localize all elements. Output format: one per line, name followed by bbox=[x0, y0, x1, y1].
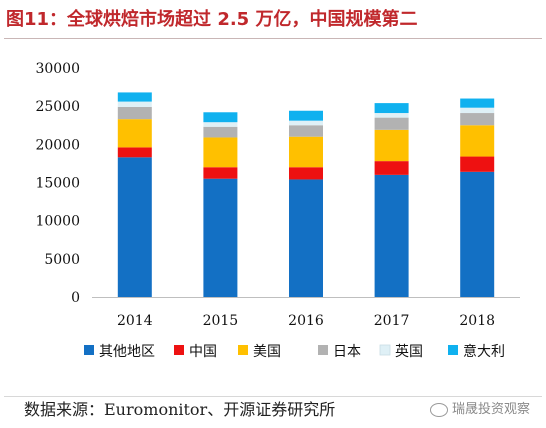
legend-label: 日本 bbox=[333, 344, 361, 360]
legend-swatch bbox=[448, 345, 458, 355]
bar-segment-中国-2015 bbox=[203, 167, 238, 179]
bar-segment-日本-2017 bbox=[374, 117, 409, 130]
y-tick-label: 0 bbox=[71, 290, 80, 306]
bar-segment-中国-2018 bbox=[460, 156, 495, 172]
bar-segment-英国-2015 bbox=[203, 122, 238, 127]
y-tick-label: 10000 bbox=[35, 214, 80, 230]
bar-segment-其他地区-2015 bbox=[203, 178, 238, 297]
bar-segment-其他地区-2016 bbox=[289, 179, 323, 297]
bar-segment-日本-2016 bbox=[289, 125, 323, 137]
bar-segment-美国-2018 bbox=[460, 125, 495, 157]
bar-segment-其他地区-2017 bbox=[374, 174, 409, 297]
legend-label: 意大利 bbox=[463, 343, 505, 360]
bar-segment-意大利-2017 bbox=[374, 103, 409, 114]
bar-segment-英国-2014 bbox=[117, 101, 152, 107]
y-tick-label: 25000 bbox=[35, 99, 80, 115]
y-tick-label: 5000 bbox=[44, 252, 80, 268]
legend-swatch bbox=[318, 345, 328, 355]
wechat-icon bbox=[430, 402, 448, 417]
bar-segment-中国-2017 bbox=[374, 161, 409, 175]
bar-segment-日本-2014 bbox=[117, 106, 152, 120]
chart-title: 图11：全球烘焙市场超过 2.5 万亿，中国规模第二 bbox=[6, 9, 418, 30]
bar-segment-美国-2017 bbox=[374, 129, 409, 162]
legend-label: 中国 bbox=[189, 344, 217, 360]
legend-swatch bbox=[238, 345, 248, 355]
watermark-text: 瑞晟投资观察 bbox=[452, 402, 531, 417]
bar-segment-英国-2018 bbox=[460, 107, 495, 114]
bar-segment-美国-2016 bbox=[289, 136, 323, 168]
bar-segment-中国-2014 bbox=[117, 147, 152, 158]
x-tick-label: 2014 bbox=[117, 313, 153, 329]
bar-segment-意大利-2016 bbox=[289, 110, 323, 121]
legend-swatch bbox=[379, 344, 391, 356]
x-tick-label: 2015 bbox=[203, 313, 239, 329]
legend-label: 其他地区 bbox=[99, 344, 155, 360]
bar-segment-日本-2018 bbox=[460, 113, 495, 126]
watermark: 瑞晟投资观察 bbox=[430, 398, 530, 422]
x-tick-label: 2017 bbox=[374, 313, 410, 329]
bar-segment-美国-2015 bbox=[203, 137, 238, 168]
footer-divider bbox=[4, 396, 542, 397]
y-tick-label: 15000 bbox=[35, 176, 80, 192]
legend-swatch bbox=[84, 345, 94, 355]
bars bbox=[117, 92, 495, 297]
x-axis: 2014 2015 2016 2017 2018 bbox=[92, 297, 520, 329]
bar-segment-意大利-2018 bbox=[460, 98, 495, 108]
bar-segment-英国-2017 bbox=[374, 113, 409, 118]
x-tick-label: 2016 bbox=[288, 313, 324, 329]
bar-segment-其他地区-2018 bbox=[460, 171, 495, 297]
y-tick-label: 20000 bbox=[35, 137, 80, 153]
x-tick-label: 2018 bbox=[459, 313, 495, 329]
bar-segment-英国-2016 bbox=[289, 120, 323, 126]
legend-label: 英国 bbox=[395, 343, 423, 360]
legend-label: 美国 bbox=[253, 344, 281, 360]
bar-segment-日本-2015 bbox=[203, 126, 238, 138]
title-divider bbox=[4, 38, 542, 39]
legend-swatch bbox=[174, 345, 184, 355]
bar-segment-中国-2016 bbox=[289, 167, 323, 180]
y-tick-label: 30000 bbox=[35, 61, 80, 77]
bar-segment-意大利-2014 bbox=[117, 92, 152, 102]
y-axis: 0 5000 10000 15000 20000 25000 30000 bbox=[35, 61, 80, 306]
legend: 其他地区 中国 美国 日本 英国 意大利 bbox=[84, 343, 505, 360]
source-note: 数据来源：Euromonitor、开源证券研究所 bbox=[24, 400, 336, 419]
bar-segment-美国-2014 bbox=[117, 119, 152, 148]
bar-segment-其他地区-2014 bbox=[117, 157, 152, 297]
bar-segment-意大利-2015 bbox=[203, 112, 238, 123]
